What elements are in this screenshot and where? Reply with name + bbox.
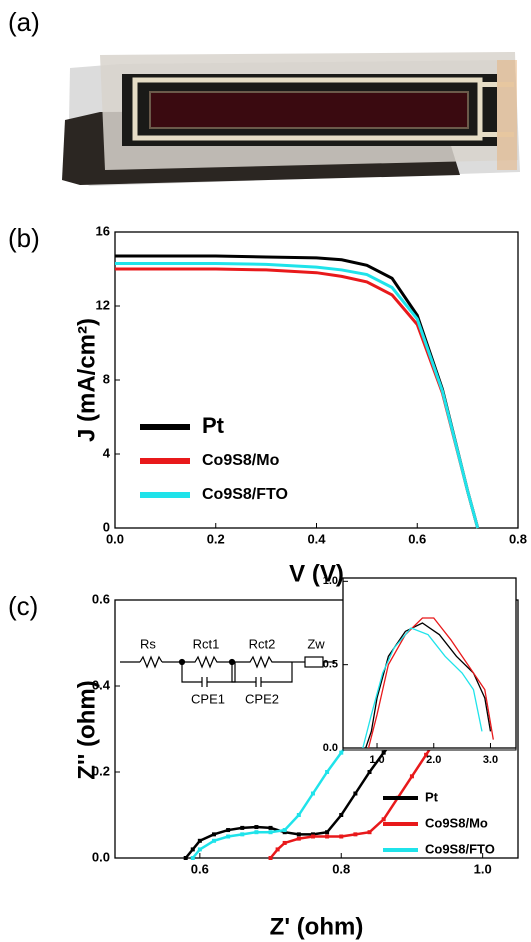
series-line bbox=[115, 261, 480, 529]
circuit-label: Rs bbox=[140, 636, 156, 651]
marker bbox=[282, 830, 287, 835]
x-tick-label: 3.0 bbox=[483, 754, 498, 766]
marker bbox=[367, 770, 372, 774]
marker bbox=[211, 838, 216, 843]
y-tick-label: 0.0 bbox=[92, 849, 110, 864]
circuit-label: CPE2 bbox=[245, 691, 279, 706]
marker bbox=[381, 750, 386, 755]
x-tick-label: 1.0 bbox=[474, 861, 492, 876]
series-line bbox=[115, 254, 480, 529]
marker bbox=[211, 832, 216, 837]
marker bbox=[367, 830, 372, 835]
marker bbox=[339, 834, 344, 839]
x-tick-label: 0.6 bbox=[191, 861, 209, 876]
x-tick-label: 0.4 bbox=[307, 531, 326, 546]
marker bbox=[268, 856, 273, 860]
panel-label: (c) bbox=[8, 591, 38, 621]
y-tick-label: 0 bbox=[103, 519, 110, 534]
y-tick-label: 8 bbox=[103, 371, 110, 386]
panel-label: (a) bbox=[8, 7, 40, 37]
marker bbox=[325, 830, 330, 835]
y-tick-label: 0.5 bbox=[323, 659, 338, 671]
marker bbox=[296, 813, 301, 817]
x-tick-label: 0.8 bbox=[332, 861, 350, 876]
legend-label: Co9S8/FTO bbox=[202, 486, 288, 503]
marker bbox=[226, 828, 231, 833]
marker bbox=[282, 840, 287, 845]
circuit-label: Rct2 bbox=[249, 636, 276, 651]
device-photo bbox=[60, 40, 525, 190]
marker bbox=[296, 832, 301, 837]
y-axis-title: J (mA/cm²) bbox=[73, 318, 100, 442]
y-tick-label: 4 bbox=[103, 445, 111, 460]
circuit-label: Rct1 bbox=[193, 636, 220, 651]
plot-frame bbox=[114, 231, 519, 529]
y-tick-label: 0.4 bbox=[92, 677, 111, 692]
x-axis-title: V (V) bbox=[289, 560, 344, 587]
marker bbox=[240, 825, 245, 830]
circuit-label: Zw bbox=[307, 636, 325, 651]
marker bbox=[197, 847, 202, 852]
y-tick-label: 16 bbox=[96, 223, 110, 238]
x-tick-label: 2.0 bbox=[426, 754, 441, 766]
series-line bbox=[365, 622, 492, 749]
marker bbox=[339, 813, 344, 817]
x-tick-label: 0.2 bbox=[207, 531, 225, 546]
legend-label: Pt bbox=[425, 789, 439, 804]
legend-label: Co9S8/FTO bbox=[425, 841, 495, 856]
marker bbox=[339, 750, 344, 755]
circuit-label: CPE1 bbox=[191, 691, 225, 706]
marker bbox=[190, 847, 195, 852]
marker bbox=[424, 752, 429, 757]
marker bbox=[325, 770, 330, 774]
y-axis-title: Z'' (ohm) bbox=[73, 680, 100, 779]
marker bbox=[381, 817, 386, 822]
x-tick-label: 0.8 bbox=[509, 531, 527, 546]
y-tick-label: 0.0 bbox=[323, 742, 338, 754]
x-tick-label: 0.0 bbox=[106, 531, 124, 546]
x-tick-label: 0.6 bbox=[408, 531, 426, 546]
circuit-diagram bbox=[120, 655, 335, 687]
marker bbox=[226, 834, 231, 839]
marker bbox=[296, 836, 301, 841]
panel-label: (b) bbox=[8, 223, 40, 253]
plot-frame bbox=[114, 599, 519, 859]
marker bbox=[254, 825, 259, 830]
marker bbox=[353, 832, 358, 837]
marker bbox=[275, 847, 280, 852]
y-tick-label: 0.2 bbox=[92, 763, 110, 778]
plot-frame bbox=[342, 577, 517, 749]
marker bbox=[254, 830, 259, 835]
legend-label: Co9S8/Mo bbox=[425, 815, 488, 830]
marker bbox=[353, 791, 358, 796]
marker bbox=[310, 832, 315, 837]
x-axis-title: Z' (ohm) bbox=[270, 913, 364, 940]
y-tick-label: 0.6 bbox=[92, 591, 110, 606]
marker bbox=[197, 838, 202, 843]
marker bbox=[183, 856, 188, 860]
y-tick-label: 12 bbox=[96, 297, 110, 312]
marker bbox=[310, 834, 315, 839]
marker bbox=[310, 791, 315, 796]
x-tick-label: 1.0 bbox=[369, 754, 384, 766]
series-line bbox=[362, 627, 483, 749]
marker bbox=[409, 774, 414, 779]
marker bbox=[268, 825, 273, 830]
series-line bbox=[367, 617, 494, 749]
marker bbox=[325, 834, 330, 839]
inset-frame bbox=[342, 577, 517, 751]
series-line bbox=[184, 728, 406, 859]
marker bbox=[268, 830, 273, 835]
marker bbox=[282, 828, 287, 833]
series-line bbox=[115, 267, 480, 529]
legend-label: Pt bbox=[202, 413, 225, 438]
marker bbox=[240, 832, 245, 837]
y-tick-label: 1.0 bbox=[323, 575, 338, 587]
marker bbox=[190, 856, 195, 860]
legend-label: Co9S8/Mo bbox=[202, 452, 280, 469]
